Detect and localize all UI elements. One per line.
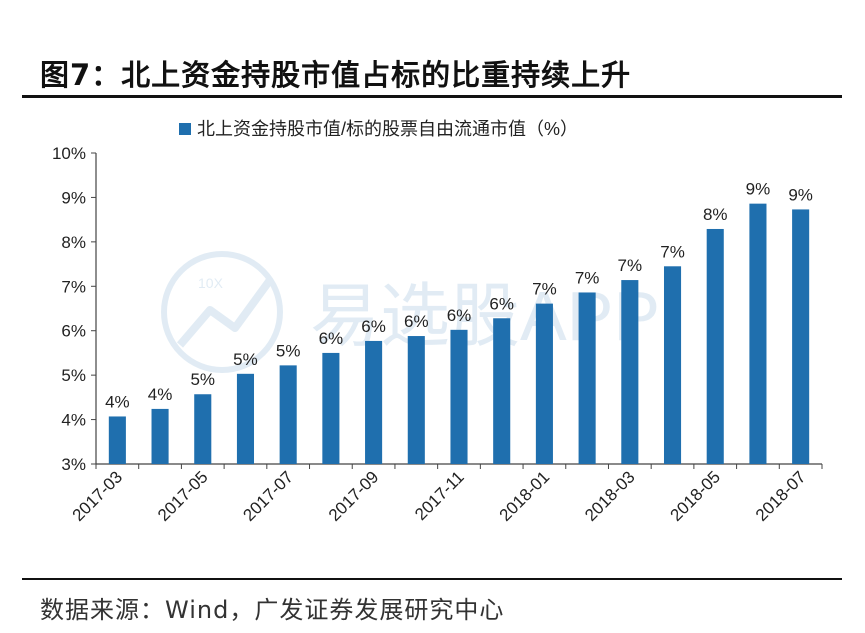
bar-label-2018-07: 9% [788,185,813,204]
x-tick-label: 2017-09 [325,467,383,525]
x-tick-label: 2018-03 [581,467,639,525]
bar-2017-06 [236,373,255,464]
y-tick-label: 6% [61,322,86,341]
y-tick-label: 5% [61,366,86,385]
x-tick-label: 2018-07 [752,467,810,525]
x-tick-label: 2018-01 [496,467,554,525]
bar-2017-12 [493,318,511,464]
y-tick-label: 9% [61,188,86,207]
x-tick-label: 2017-05 [154,467,212,525]
bars [108,203,810,465]
figure-title: 图7：北上资金持股市值占标的比重持续上升 [40,58,632,92]
bar-2018-07 [792,209,810,464]
bar-label-2017-05: 5% [190,370,215,389]
bar-label-2017-04: 4% [148,385,173,404]
bar-label-2017-08: 6% [319,329,344,348]
bar-2017-10 [407,336,425,464]
legend-swatch [179,123,191,135]
bar-label-2017-03: 4% [105,392,130,411]
bar-label-2018-06: 9% [746,180,771,199]
bar-label-2017-11: 6% [447,306,472,325]
bar-2018-05 [706,228,724,464]
y-tick-label: 3% [61,455,86,474]
source-divider [22,578,842,580]
x-tick-label: 2018-05 [667,467,725,525]
source-note: 数据来源：Wind，广发证券发展研究中心 [40,596,505,624]
bar-2017-04 [151,408,169,464]
bar-2018-03 [621,280,639,464]
bar-2018-01 [535,303,553,464]
x-tick-label: 2017-11 [411,467,468,524]
bar-2018-04 [663,266,682,464]
bar-2017-09 [365,340,383,464]
title-divider [22,95,842,98]
legend-label: 北上资金持股市值/标的股票自由流通市值（%） [197,119,578,139]
y-axis-ticks: 3% 4% 5% 6% 7% 8% 9% 10% [52,144,96,474]
bar-labels: 4% 4% 5% 5% 5% 6% 6% 6% 6% 6% 7% 7% 7% 7% 8% 9% 9% [105,180,813,412]
bar-2017-05 [194,394,212,464]
y-tick-label: 8% [61,233,86,252]
bar-2017-07 [279,365,297,464]
bar-label-2018-03: 7% [618,256,643,275]
y-tick-label: 4% [61,411,86,430]
bar-2018-02 [578,292,596,464]
bar-label-2018-01: 7% [532,280,557,299]
y-tick-label: 7% [61,277,86,296]
bar-label-2017-09: 6% [361,317,386,336]
bar-2017-11 [450,329,468,464]
x-axis-ticks: 2017-03 2017-05 2017-07 2017-09 2017-11 2018-… [69,464,823,525]
bar-2018-06 [749,203,767,465]
bar-label-2017-06: 5% [233,350,258,369]
legend: 北上资金持股市值/标的股票自由流通市值（%） [179,119,578,139]
x-tick-label: 2017-03 [69,467,127,525]
bar-label-2018-05: 8% [703,205,728,224]
bar-label-2017-12: 6% [489,294,514,313]
bar-2017-03 [108,416,126,464]
bar-2017-08 [322,352,340,464]
bar-label-2017-07: 5% [276,341,301,360]
bar-label-2018-04: 7% [660,242,685,261]
bar-chart: 北上资金持股市值/标的股票自由流通市值（%） 4% 4% 5% 5% 5% 6% 6% 6% 6… [52,119,823,525]
x-tick-label: 2017-07 [239,467,297,525]
y-tick-label: 10% [52,144,86,163]
bar-label-2018-02: 7% [575,269,600,288]
bar-label-2017-10: 6% [404,312,429,331]
